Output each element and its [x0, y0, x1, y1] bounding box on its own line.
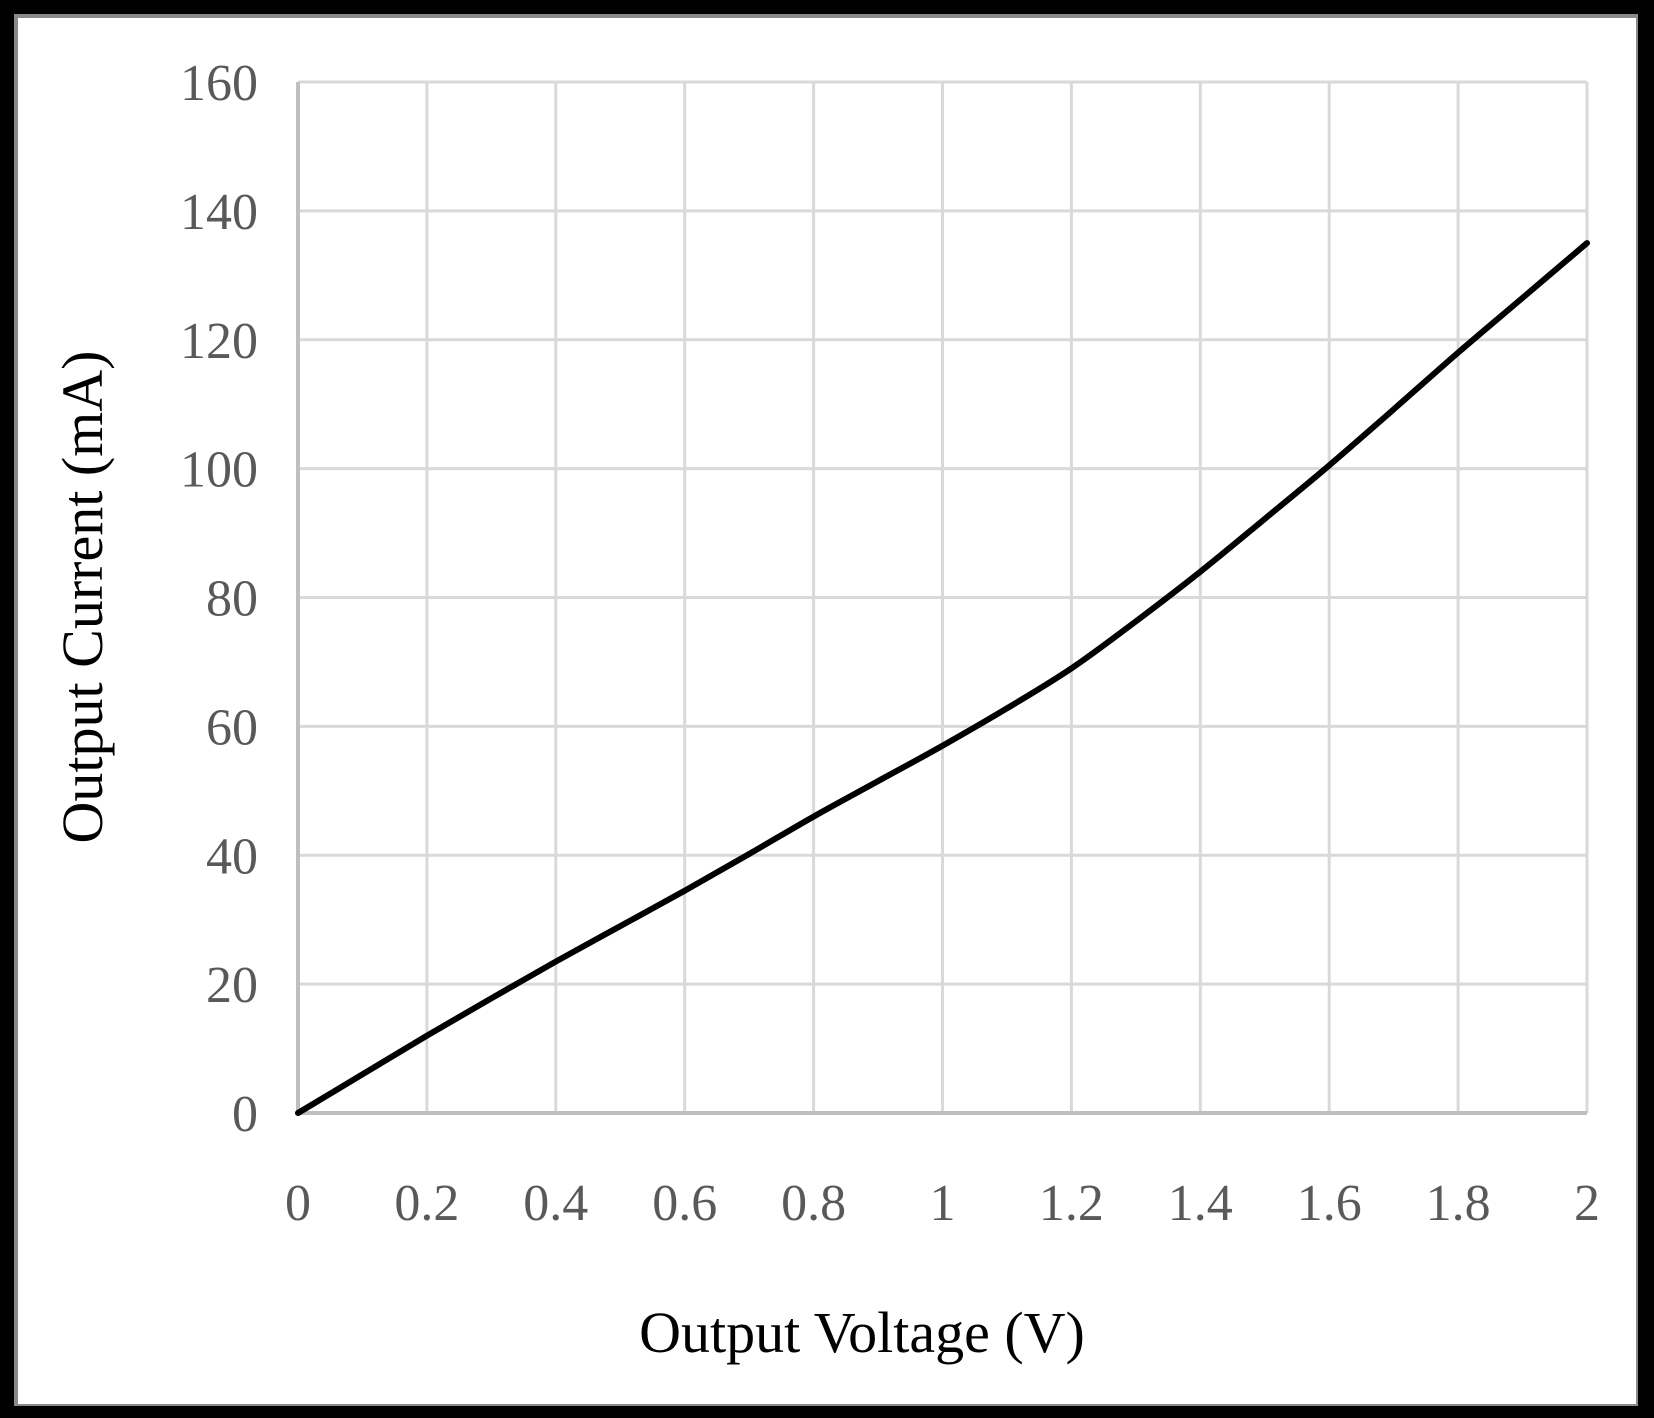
x-axis-title: Output Voltage (V) — [639, 1300, 1085, 1365]
x-tick-label: 1.6 — [1297, 1175, 1362, 1232]
x-tick-label: 0.6 — [652, 1175, 717, 1232]
x-tick-label: 0.4 — [523, 1175, 588, 1232]
x-tick-label: 1.2 — [1039, 1175, 1104, 1232]
y-tick-label: 0 — [232, 1086, 258, 1143]
x-tick-label: 1.8 — [1426, 1175, 1491, 1232]
current-voltage-curve — [295, 240, 1590, 1116]
y-tick-label: 20 — [206, 957, 258, 1014]
y-tick-label: 80 — [206, 571, 258, 628]
y-axis-title: Output Current (mA) — [50, 351, 115, 844]
y-tick-label: 140 — [180, 184, 258, 241]
x-tick-label: 0.8 — [781, 1175, 846, 1232]
y-tick-label: 120 — [180, 313, 258, 370]
x-axis-ticks: 0 0.2 0.4 0.6 0.8 1 1.2 1.4 1.6 1.8 2 — [285, 1175, 1600, 1232]
x-tick-label: 1 — [930, 1175, 956, 1232]
x-tick-label: 1.4 — [1168, 1175, 1233, 1232]
grid-lines — [296, 80, 1589, 1115]
y-tick-label: 100 — [180, 442, 258, 499]
x-tick-label: 0.2 — [394, 1175, 459, 1232]
y-axis-ticks: 0 20 40 60 80 100 120 140 160 — [180, 55, 258, 1143]
y-tick-label: 160 — [180, 55, 258, 112]
chart-canvas — [18, 18, 1636, 1404]
x-tick-label: 2 — [1574, 1175, 1600, 1232]
y-tick-label: 60 — [206, 699, 258, 756]
y-tick-label: 40 — [206, 828, 258, 885]
x-tick-label: 0 — [285, 1175, 311, 1232]
